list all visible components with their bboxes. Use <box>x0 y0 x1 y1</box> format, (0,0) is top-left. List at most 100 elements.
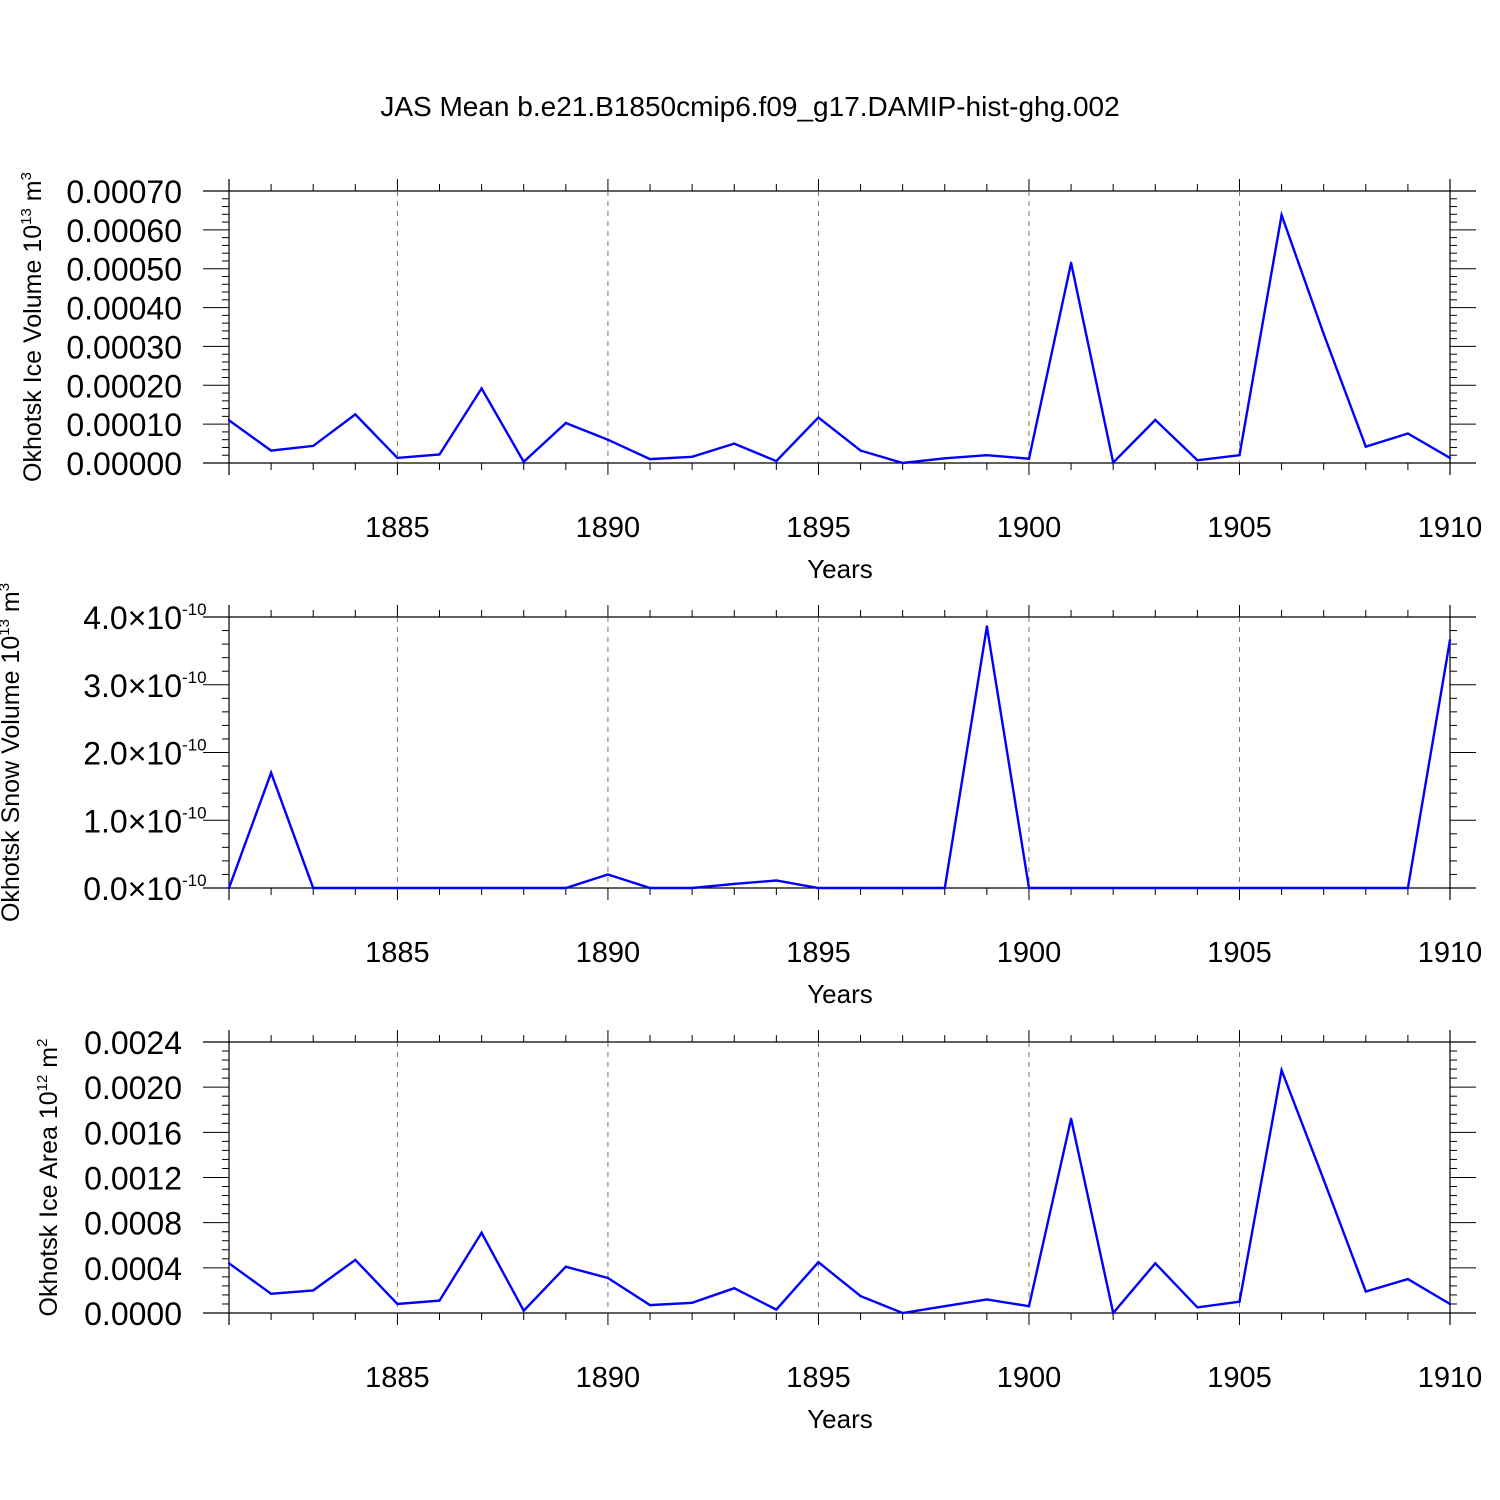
y-axis-label: Okhotsk Ice Area 1012 m2 <box>34 1039 63 1317</box>
data-point <box>1069 261 1073 265</box>
data-point <box>817 416 820 419</box>
x-tick-label: 1885 <box>365 937 430 969</box>
data-point <box>775 459 778 463</box>
data-point <box>1364 445 1367 448</box>
data-point <box>690 886 694 890</box>
y-tick-label: 0.00030 <box>66 329 182 365</box>
data-point <box>312 1289 315 1292</box>
data-point <box>354 886 357 890</box>
panel-3: 1885 1890 1895 1900 1905 1910 Years 0.0000 0.000… <box>34 1025 1482 1434</box>
y-tick-exponent: -10 <box>182 736 207 755</box>
data-point <box>648 886 652 890</box>
y-tick-exponent: -10 <box>182 668 207 687</box>
data-point <box>1027 457 1031 460</box>
data-point <box>1027 1305 1031 1308</box>
data-point <box>859 449 862 452</box>
data-point <box>1111 886 1115 890</box>
data-point <box>312 886 315 890</box>
data-point <box>1154 418 1157 422</box>
y-tick-label: 0.00050 <box>66 252 182 288</box>
y-tick-label: 0.00020 <box>66 368 182 404</box>
data-point <box>606 873 610 876</box>
data-point <box>438 1299 441 1302</box>
data-point <box>269 771 273 775</box>
data-point <box>1448 456 1452 460</box>
x-axis-label: Years <box>807 1404 873 1434</box>
data-point <box>227 886 231 890</box>
data-point <box>648 457 652 461</box>
panels: 1885 1890 1895 1900 1905 1910Years0.000000.00… <box>0 172 1482 1434</box>
data-point <box>269 449 273 452</box>
data-point <box>269 1292 273 1296</box>
data-point <box>1154 1262 1157 1265</box>
data-point <box>227 419 231 422</box>
data-point <box>943 1305 946 1308</box>
data-point <box>1238 454 1241 457</box>
data-point <box>438 886 441 890</box>
x-tick-label: 1890 <box>576 1362 641 1394</box>
y-tick-label: 0.00010 <box>66 407 182 443</box>
figure-title: JAS Mean b.e21.B1850cmip6.f09_g17.DAMIP-… <box>380 91 1119 122</box>
series-line <box>228 210 1451 466</box>
data-point <box>522 460 525 464</box>
data-point <box>438 453 441 456</box>
data-point <box>1322 1178 1325 1181</box>
y-tick-label: 0.0004 <box>84 1251 182 1287</box>
data-point <box>943 886 946 890</box>
data-point <box>396 456 399 460</box>
y-axis-label: Okhotsk Snow Volume 1013 m3 <box>0 583 25 922</box>
data-point <box>227 1262 231 1265</box>
x-axis-label: Years <box>807 979 873 1009</box>
y-tick-label: 0.00070 <box>66 174 182 210</box>
data-point <box>564 886 568 890</box>
data-point <box>1280 886 1283 890</box>
data-point <box>564 421 568 425</box>
x-tick-label: 1900 <box>997 937 1062 969</box>
x-tick-label: 1890 <box>576 512 641 544</box>
y-tick-label: 0.0024 <box>84 1025 182 1061</box>
data-point <box>901 461 904 465</box>
data-point <box>775 879 778 882</box>
x-tick-label: 1895 <box>786 1362 851 1394</box>
x-tick-label: 1905 <box>1207 512 1272 544</box>
data-point <box>1322 332 1325 336</box>
data-point <box>985 1298 989 1301</box>
data-point <box>606 1276 610 1280</box>
data-point <box>1196 459 1199 462</box>
data-point <box>859 1294 862 1298</box>
y-tick-label: 0.0016 <box>84 1115 182 1151</box>
x-tick-label: 1910 <box>1418 1362 1483 1394</box>
data-point <box>1448 638 1452 642</box>
x-tick-label: 1910 <box>1418 512 1483 544</box>
x-tick-label: 1900 <box>997 512 1062 544</box>
data-point <box>775 1308 778 1311</box>
data-point <box>1406 1277 1410 1281</box>
x-tick-label: 1890 <box>576 937 641 969</box>
data-point <box>1238 886 1241 890</box>
data-point <box>985 454 989 457</box>
data-point <box>564 1265 568 1268</box>
y-tick-label: 3.0×10 <box>83 668 182 704</box>
data-point <box>1027 886 1031 890</box>
data-point <box>396 886 399 890</box>
data-point <box>1280 213 1283 217</box>
data-point <box>690 1301 694 1305</box>
x-tick-label: 1910 <box>1418 937 1483 969</box>
data-point <box>1406 432 1410 435</box>
data-point <box>480 886 483 890</box>
y-axis-label: Okhotsk Ice Volume 1013 m3 <box>18 172 47 482</box>
data-point <box>943 457 946 460</box>
x-axis-label: Years <box>807 554 873 584</box>
x-tick-label: 1905 <box>1207 1362 1272 1394</box>
data-point <box>690 455 694 458</box>
x-tick-label: 1885 <box>365 1362 430 1394</box>
data-point <box>522 1309 525 1312</box>
data-point <box>817 1260 820 1264</box>
data-point <box>1448 1302 1452 1306</box>
data-point <box>1196 886 1199 890</box>
data-point <box>1406 886 1410 890</box>
data-point <box>522 886 525 890</box>
y-tick-label: 0.0008 <box>84 1206 182 1242</box>
y-tick-exponent: -10 <box>182 600 207 619</box>
